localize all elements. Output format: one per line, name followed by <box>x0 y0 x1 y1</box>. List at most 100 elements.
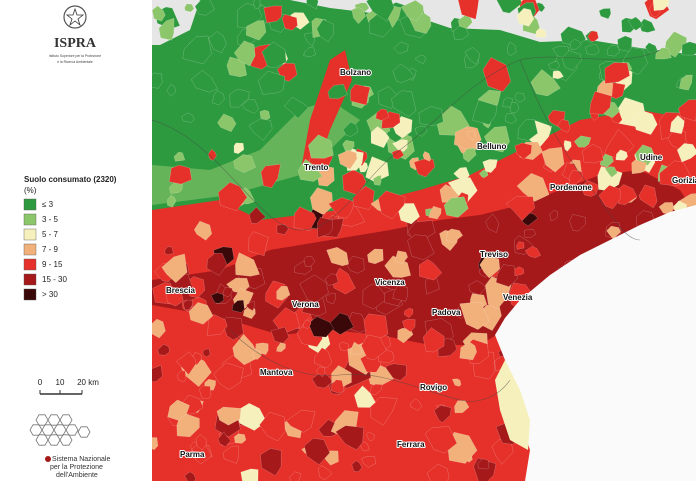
legend-label: > 30 <box>42 290 58 299</box>
municipality <box>298 158 323 182</box>
municipality <box>464 47 480 65</box>
municipality <box>314 347 333 369</box>
municipality <box>235 252 260 277</box>
municipality <box>335 425 364 450</box>
municipality <box>505 196 535 221</box>
municipality <box>443 196 469 218</box>
municipality <box>477 458 490 470</box>
municipality <box>217 113 237 132</box>
municipality <box>392 285 408 302</box>
municipality <box>410 398 423 411</box>
municipality <box>664 31 687 58</box>
municipality <box>428 206 442 220</box>
municipality <box>459 302 490 330</box>
municipality <box>638 184 658 209</box>
municipality <box>152 437 159 450</box>
legend-swatch <box>23 213 37 226</box>
city-label: Vicenza <box>375 278 405 287</box>
city-label: Venezia <box>503 293 533 302</box>
municipality <box>263 5 283 24</box>
municipality <box>514 142 532 160</box>
po-delta <box>495 360 530 450</box>
city-label: Mantova <box>260 368 293 377</box>
municipality <box>350 84 371 106</box>
municipality <box>317 217 333 238</box>
municipality <box>188 302 214 325</box>
legend-label: 15 - 30 <box>42 275 67 284</box>
scale-label: 10 <box>56 378 65 387</box>
municipality <box>530 69 561 97</box>
municipality <box>452 378 462 387</box>
municipality <box>652 0 670 11</box>
municipality <box>628 16 644 31</box>
municipality <box>299 274 329 303</box>
municipality <box>158 18 175 41</box>
municipality <box>563 140 572 152</box>
municipality <box>184 3 195 13</box>
municipality <box>659 160 693 187</box>
municipality <box>535 27 547 38</box>
municipality <box>402 319 416 333</box>
municipality <box>184 471 196 481</box>
municipality <box>152 72 163 89</box>
municipality <box>485 213 500 233</box>
municipality <box>404 308 414 318</box>
municipality <box>679 74 693 91</box>
city-labels: Bolzano Trento Belluno Udine Pordenone Gorizi… <box>165 67 696 460</box>
municipality <box>363 313 389 340</box>
municipality <box>284 96 309 119</box>
municipality <box>631 159 647 174</box>
municipality <box>182 35 212 65</box>
logo-text: Sistema Nazionale <box>52 456 110 463</box>
municipality <box>303 256 315 267</box>
municipality <box>350 341 363 355</box>
municipality <box>392 63 416 83</box>
side-panel <box>0 0 152 481</box>
municipality <box>302 319 312 329</box>
municipality <box>167 399 190 421</box>
municipality <box>351 460 363 473</box>
municipality <box>306 0 319 10</box>
scale-label: 20 km <box>77 378 99 387</box>
municipality <box>324 273 339 286</box>
municipality <box>233 154 256 173</box>
municipality <box>316 366 326 377</box>
municipality <box>502 97 513 108</box>
municipality <box>468 280 486 295</box>
municipality <box>286 409 316 433</box>
municipality <box>366 431 375 442</box>
municipality <box>248 206 266 224</box>
municipality <box>276 285 291 301</box>
municipality <box>516 8 534 27</box>
municipality <box>514 266 525 276</box>
municipality <box>258 70 286 95</box>
municipality <box>218 182 248 211</box>
city-label: Bolzano <box>340 68 371 77</box>
municipality <box>330 379 345 394</box>
municipality <box>568 170 583 186</box>
municipality <box>248 231 269 257</box>
municipality <box>479 255 500 279</box>
municipality <box>569 39 582 50</box>
municipality <box>276 224 289 235</box>
municipality <box>165 288 184 307</box>
municipality <box>361 334 387 360</box>
municipality <box>213 362 244 390</box>
municipality <box>164 246 174 255</box>
municipality <box>161 253 188 284</box>
municipality <box>210 292 224 304</box>
municipality <box>482 57 511 92</box>
municipality <box>414 126 428 137</box>
municipality <box>245 301 256 311</box>
municipality <box>181 112 195 123</box>
municipality <box>253 0 261 9</box>
city-label: Treviso <box>480 250 508 259</box>
logo-text: per la Protezione <box>50 464 103 471</box>
municipality <box>318 465 333 481</box>
legend-label: 7 - 9 <box>42 245 59 254</box>
municipality <box>459 341 477 361</box>
municipality <box>589 91 612 115</box>
municipality <box>419 259 443 281</box>
municipality <box>569 214 586 232</box>
